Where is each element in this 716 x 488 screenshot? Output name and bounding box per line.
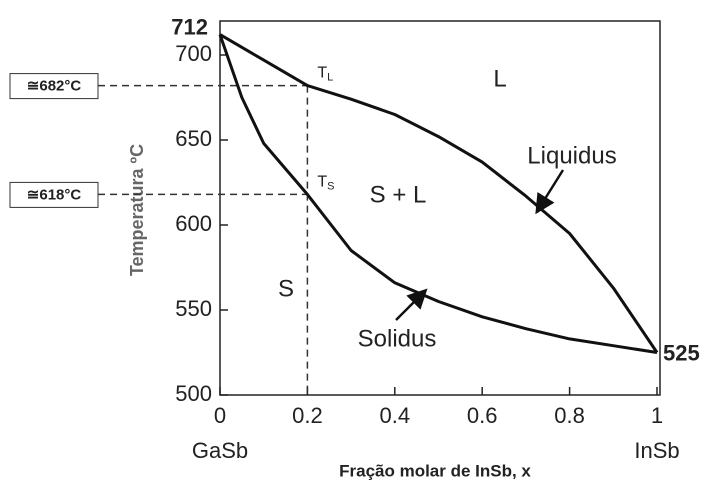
guide-label: ≅618°C: [27, 186, 82, 203]
x-tick-label: 0.6: [467, 403, 498, 428]
end-label: 525: [663, 340, 700, 365]
x-tick-label: 0: [214, 403, 226, 428]
y-tick-label: 500: [175, 381, 212, 406]
x-end-label: InSb: [634, 438, 679, 463]
y-tick-label: 600: [175, 211, 212, 236]
series-line: [219, 33, 659, 354]
x-tick-label: 0.2: [292, 403, 323, 428]
x-axis-label: Fração molar de InSb, x: [339, 461, 531, 480]
x-end-label: GaSb: [192, 438, 248, 463]
legend-label: Liquidus: [527, 142, 616, 169]
y-axis-label: Temperatura ºC: [127, 144, 147, 276]
y-tick-label: 650: [175, 126, 212, 151]
guide-box: [9, 73, 99, 100]
guide-label: ≅682°C: [27, 78, 82, 95]
point-subscript: L: [327, 72, 333, 84]
x-tick-label: 1: [651, 403, 663, 428]
y-tick-label: 700: [175, 41, 212, 66]
y-tick-label: 550: [175, 296, 212, 321]
region-label: L: [493, 65, 506, 92]
point-label: TL: [317, 65, 333, 84]
region-label: S: [278, 275, 294, 302]
series-line: [218, 34, 658, 354]
x-tick-label: 0.4: [380, 403, 411, 428]
end-label: 712: [171, 14, 208, 39]
point-subscript: S: [327, 180, 334, 192]
x-tick-label: 0.8: [554, 403, 585, 428]
point-symbol: T: [317, 174, 327, 191]
plot-frame: [219, 20, 661, 396]
point-label: TS: [317, 174, 334, 193]
guide-box: [9, 181, 99, 208]
arrow: [535, 169, 565, 215]
region-label: S + L: [370, 181, 427, 208]
legend-label: Solidus: [358, 325, 437, 352]
point-symbol: T: [317, 65, 327, 82]
arrow: [395, 288, 428, 321]
